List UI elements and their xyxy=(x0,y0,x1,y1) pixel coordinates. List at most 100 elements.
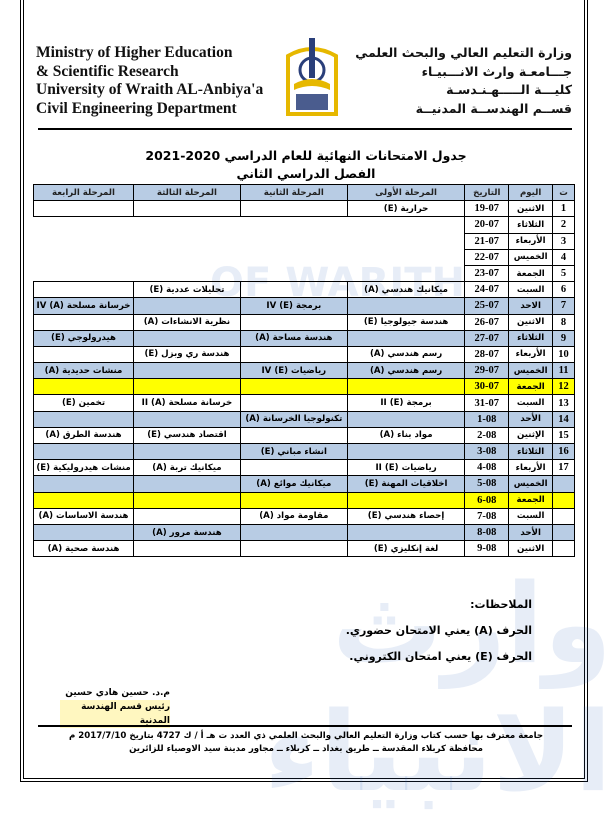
stage-4-exam xyxy=(32,442,135,461)
row-number: 16 xyxy=(552,442,575,461)
day-cell: الاثنين xyxy=(508,200,554,218)
stage-1-exam: رسم هندسي (A) xyxy=(346,362,466,380)
col-date: التاريخ xyxy=(464,183,510,202)
stage-2-exam xyxy=(239,459,348,477)
stage-2-exam: تكنولوجيا الخرسانة (A) xyxy=(239,410,348,428)
row-number: 1 xyxy=(552,200,575,218)
day-cell: السبت xyxy=(508,281,554,299)
col-stage-4: المرحلة الرابعة xyxy=(32,183,135,202)
stage-1-exam xyxy=(346,329,466,347)
notes: الملاحظات: الحرف (A) يعني الامتحان حضوري… xyxy=(346,592,532,670)
row-number: 12 xyxy=(552,378,575,396)
day-cell: الأربعاء xyxy=(508,459,554,477)
department-line-ar: قســم الهندســة المدنيــة xyxy=(415,100,572,116)
day-cell: الاثنين xyxy=(508,540,554,558)
stage-1-exam xyxy=(346,378,466,396)
signatory-name: م.د. حسين هادي حسين xyxy=(65,688,170,698)
date-cell: 8-08 xyxy=(464,523,510,542)
stage-2-exam xyxy=(239,313,348,331)
table-row: 12 الجمعة 30-07 xyxy=(32,378,575,396)
stage-3-exam xyxy=(133,297,241,315)
stage-2-exam: ميكانيك موائع (A) xyxy=(239,475,348,493)
day-cell: الجمعة xyxy=(508,264,554,283)
stage-4-exam xyxy=(32,200,135,218)
stage-2-exam: برمجة IV (E) xyxy=(239,297,348,315)
date-cell: 6-08 xyxy=(464,491,510,509)
table-row: 9 الثلاثاء 27-07 هندسة مساحة (A) هيدرولوجي (… xyxy=(32,329,575,347)
day-cell: الأربعاء xyxy=(508,345,554,364)
stage-4-exam xyxy=(32,378,135,396)
col-day: اليوم xyxy=(508,183,554,202)
day-cell: الجمعة xyxy=(508,378,554,396)
footer-divider xyxy=(38,725,572,727)
date-cell: 30-07 xyxy=(464,378,510,396)
day-cell: الأربعاء xyxy=(508,232,554,250)
stage-1-exam: برمجة II (E) xyxy=(346,394,466,412)
table-row: السبت 7-08 إحصاء هندسي (E) مقاومة مواد (A) ه… xyxy=(32,507,575,525)
english-header: Ministry of Higher Education & Scientifi… xyxy=(36,44,263,118)
stage-3-exam xyxy=(133,329,241,347)
stage-4-exam: هيدرولوجي (E) xyxy=(32,329,135,347)
table-row: 7 الاحد 25-07 برمجة IV (E) خرسانة مسلحة IV (… xyxy=(32,297,575,315)
date-cell: 22-07 xyxy=(464,248,510,266)
stage-3-exam: هندسة ري وبزل (E) xyxy=(133,345,241,364)
stage-2-exam xyxy=(239,378,348,396)
row-number: 3 xyxy=(552,232,575,250)
stage-1-exam xyxy=(346,297,466,315)
stage-3-exam xyxy=(133,410,241,428)
stage-4-exam: هندسة الطرق (A) xyxy=(32,426,135,445)
col-stage-3: المرحلة الثالثة xyxy=(133,183,241,202)
table-row: 10 الأربعاء 28-07 رسم هندسي (A) هندسة ري وبز… xyxy=(32,345,575,364)
row-number xyxy=(552,523,575,542)
day-cell: السبت xyxy=(508,394,554,412)
arabic-header: وزارة التعليم العالي والبحث العلمي جـــا… xyxy=(355,44,572,118)
date-cell: 9-08 xyxy=(464,540,510,558)
table-row: الاثنين 9-08 لغة إنكليزي (E) هندسة صحية (A) xyxy=(32,540,575,558)
stage-2-exam xyxy=(239,394,348,412)
date-cell: 21-07 xyxy=(464,232,510,250)
date-cell: 23-07 xyxy=(464,264,510,283)
row-number: 4 xyxy=(552,248,575,266)
row-number xyxy=(552,540,575,558)
date-cell: 19-07 xyxy=(464,200,510,218)
college-line-ar: كليـــة الـــــهـنـدسـة xyxy=(446,82,572,97)
row-number: 14 xyxy=(552,410,575,428)
table-row: 4 الخميس 22-07 xyxy=(34,248,575,266)
row-number: 6 xyxy=(552,281,575,299)
table-row: الأحد 8-08 هندسة مرور (A) xyxy=(32,523,575,542)
date-cell: 1-08 xyxy=(464,410,510,428)
date-cell: 2-08 xyxy=(464,426,510,445)
stage-2-exam xyxy=(239,540,348,558)
stage-2-exam xyxy=(239,281,348,299)
stage-4-exam: خرسانة مسلحة IV (A) xyxy=(32,297,135,315)
table-row: 14 الأحد 1-08 تكنولوجيا الخرسانة (A) xyxy=(32,410,575,428)
stage-2-exam xyxy=(239,491,348,509)
university-line: University of Wraith AL-Anbiya'a xyxy=(36,81,264,98)
table-row: 8 الاثنين 26-07 هندسة جيولوجيا (E) نظرية الا… xyxy=(32,313,575,331)
stage-4-exam xyxy=(32,523,135,542)
date-cell: 3-08 xyxy=(464,442,510,461)
stage-3-exam xyxy=(133,200,241,218)
stage-3-exam xyxy=(133,540,241,558)
stage-2-exam: رياضيات IV (E) xyxy=(239,362,348,380)
day-cell: الجمعة xyxy=(508,491,554,509)
notes-heading: الملاحظات: xyxy=(470,598,532,611)
document-title: جدول الامتحانات النهائية للعام الدراسي 2… xyxy=(0,147,612,183)
day-cell: الثلاثاء xyxy=(508,216,554,234)
col-stage-1: المرحلة الأولى xyxy=(346,183,466,202)
stage-1-exam: حرارية (E) xyxy=(346,200,466,218)
date-cell: 20-07 xyxy=(464,216,510,234)
day-cell: الثلاثاء xyxy=(508,329,554,347)
stage-1-exam: اخلاقيات المهنة (E) xyxy=(346,475,466,493)
stage-4-exam xyxy=(32,281,135,299)
watermark-logo: وارث الانبياء xyxy=(263,560,612,816)
stage-1-exam: هندسة جيولوجيا (E) xyxy=(346,313,466,331)
date-cell: 24-07 xyxy=(464,281,510,299)
stage-3-exam: نظرية الانشاءات (A) xyxy=(133,313,241,331)
day-cell: السبت xyxy=(508,507,554,525)
stage-4-exam xyxy=(32,313,135,331)
stage-1-exam: رسم هندسي (A) xyxy=(346,345,466,364)
table-row: الجمعة 6-08 xyxy=(32,491,575,509)
row-number: 9 xyxy=(552,329,575,347)
stage-3-exam xyxy=(133,507,241,525)
